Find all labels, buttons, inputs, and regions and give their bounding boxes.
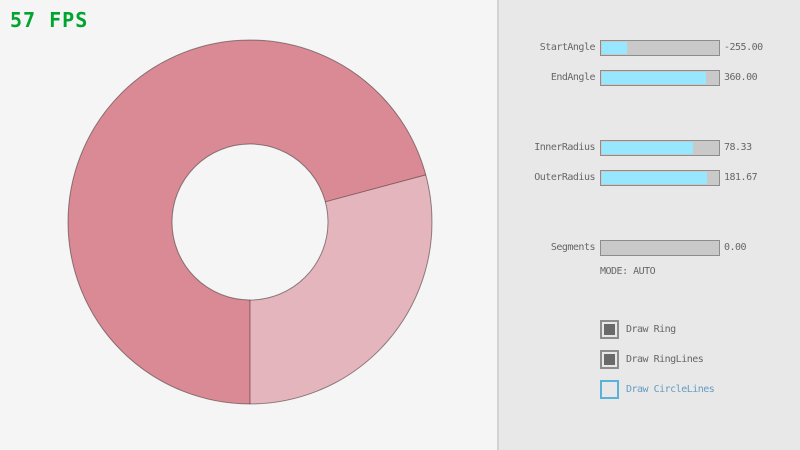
start-angle-label: StartAngle: [539, 42, 596, 53]
end-angle-row: EndAngle 360.00: [499, 70, 800, 86]
control-panel: StartAngle -255.00 EndAngle 360.00 Inner…: [497, 0, 800, 450]
segments-row: Segments 0.00: [499, 240, 800, 256]
segments-slider[interactable]: [600, 240, 720, 256]
segments-mode-text: MODE: AUTO: [600, 266, 656, 277]
inner-radius-value: 78.33: [724, 142, 752, 153]
inner-radius-label: InnerRadius: [534, 142, 595, 153]
start-angle-slider-fill: [602, 42, 628, 54]
fps-counter: 57 FPS: [10, 8, 89, 32]
ring-drawing: [67, 39, 433, 405]
end-angle-label: EndAngle: [550, 72, 596, 83]
start-angle-value: -255.00: [724, 42, 763, 53]
draw-circlelines-label: Draw CircleLines: [626, 384, 715, 395]
inner-radius-row: InnerRadius 78.33: [499, 140, 800, 156]
ring-inner-line: [171, 143, 329, 301]
draw-ringlines-checkbox[interactable]: [600, 350, 619, 369]
segments-label: Segments: [550, 242, 596, 253]
draw-circlelines-row: Draw CircleLines: [499, 380, 800, 399]
checkbox-check-mark: [604, 384, 615, 395]
outer-radius-row: OuterRadius 181.67: [499, 170, 800, 186]
checkbox-check-mark: [604, 354, 615, 365]
draw-circlelines-checkbox[interactable]: [600, 380, 619, 399]
draw-ring-label: Draw Ring: [626, 324, 676, 335]
start-angle-row: StartAngle -255.00: [499, 40, 800, 56]
ring-canvas: 57 FPS: [10, 8, 433, 405]
draw-ringlines-row: Draw RingLines: [499, 350, 800, 369]
draw-ring-row: Draw Ring: [499, 320, 800, 339]
segments-value: 0.00: [724, 242, 747, 253]
inner-radius-slider[interactable]: [600, 140, 720, 156]
ring-radial-line-start: [325, 174, 426, 203]
ring-outer-line: [67, 39, 433, 405]
outer-radius-slider-fill: [602, 172, 708, 184]
outer-radius-label: OuterRadius: [534, 172, 595, 183]
end-angle-slider-fill: [602, 72, 707, 84]
draw-ringlines-label: Draw RingLines: [626, 354, 704, 365]
start-angle-slider[interactable]: [600, 40, 720, 56]
outer-radius-value: 181.67: [724, 172, 758, 183]
ring-single-region: [250, 174, 433, 404]
outer-radius-slider[interactable]: [600, 170, 720, 186]
draw-ring-checkbox[interactable]: [600, 320, 619, 339]
end-angle-value: 360.00: [724, 72, 758, 83]
checkbox-check-mark: [604, 324, 615, 335]
inner-radius-slider-fill: [602, 142, 693, 154]
end-angle-slider[interactable]: [600, 70, 720, 86]
